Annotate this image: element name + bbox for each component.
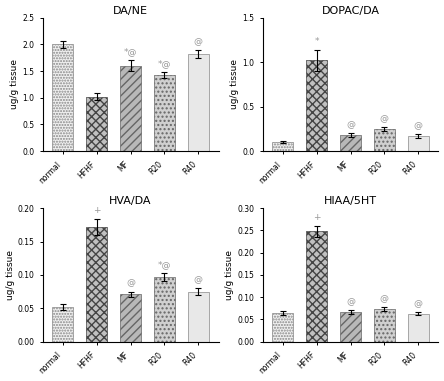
Text: *@: *@ [158, 260, 171, 269]
Title: DOPAC/DA: DOPAC/DA [321, 6, 380, 16]
Bar [340, 135, 361, 151]
Bar [86, 97, 107, 151]
Bar [52, 307, 73, 342]
Bar [272, 313, 293, 342]
Y-axis label: ug/g tissue: ug/g tissue [6, 250, 15, 300]
Text: *@: *@ [158, 59, 171, 67]
Title: HVA/DA: HVA/DA [109, 196, 152, 206]
Y-axis label: ug/g tissue: ug/g tissue [230, 59, 239, 109]
Bar [306, 231, 327, 342]
Bar [154, 75, 175, 151]
Bar [272, 142, 293, 151]
Text: +: + [313, 213, 321, 222]
Bar [120, 66, 141, 151]
Bar [408, 136, 428, 151]
Bar [306, 61, 327, 151]
Bar [188, 54, 209, 151]
Text: @: @ [380, 114, 389, 123]
Bar [86, 227, 107, 342]
Text: *: * [314, 37, 319, 46]
Bar [52, 45, 73, 151]
Bar [374, 309, 395, 342]
Text: @: @ [194, 37, 203, 46]
Text: *@: *@ [124, 47, 137, 56]
Y-axis label: ug/g tissue: ug/g tissue [10, 59, 20, 109]
Text: @: @ [414, 121, 423, 130]
Bar [188, 291, 209, 342]
Bar [154, 277, 175, 342]
Text: @: @ [194, 275, 203, 284]
Y-axis label: ug/g tissue: ug/g tissue [226, 250, 234, 300]
Text: +: + [93, 206, 100, 215]
Text: @: @ [126, 279, 135, 288]
Text: @: @ [380, 294, 389, 303]
Bar [120, 294, 141, 342]
Text: @: @ [346, 297, 355, 306]
Text: @: @ [414, 299, 423, 308]
Title: DA/NE: DA/NE [113, 6, 148, 16]
Bar [340, 312, 361, 342]
Bar [408, 314, 428, 342]
Title: HIAA/5HT: HIAA/5HT [324, 196, 377, 206]
Text: @: @ [346, 120, 355, 130]
Bar [374, 129, 395, 151]
